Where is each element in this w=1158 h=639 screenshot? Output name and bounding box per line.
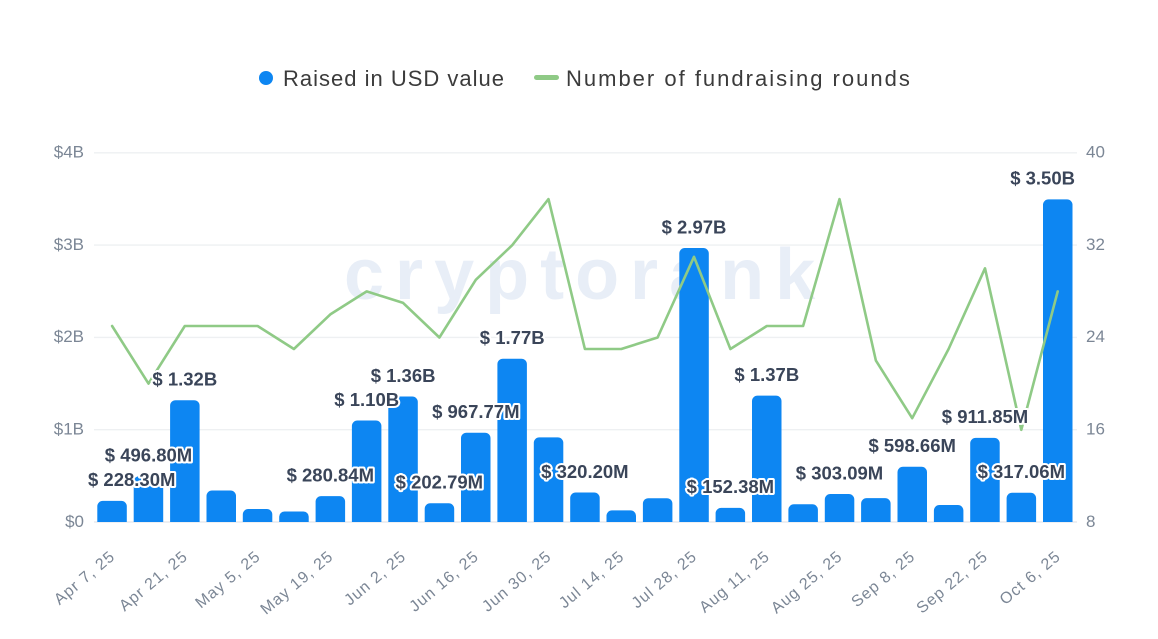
svg-text:Jul 28, 25: Jul 28, 25: [629, 548, 701, 612]
svg-text:24: 24: [1086, 327, 1105, 346]
svg-text:Apr 7, 25: Apr 7, 25: [51, 548, 119, 609]
svg-text:May 5, 25: May 5, 25: [193, 548, 265, 612]
svg-text:32: 32: [1086, 235, 1105, 254]
svg-text:$1B: $1B: [54, 420, 84, 439]
svg-text:$ 1.37B: $ 1.37B: [734, 364, 799, 385]
svg-text:Aug 25, 25: Aug 25, 25: [768, 548, 846, 617]
svg-text:40: 40: [1086, 143, 1105, 162]
svg-text:$ 496.80M: $ 496.80M: [105, 445, 192, 466]
svg-text:$3B: $3B: [54, 235, 84, 254]
svg-text:$ 303.09M: $ 303.09M: [796, 462, 883, 483]
svg-text:$ 2.97B: $ 2.97B: [662, 216, 727, 237]
svg-text:$ 152.38M: $ 152.38M: [687, 476, 774, 497]
svg-text:Jun 16, 25: Jun 16, 25: [407, 548, 483, 615]
svg-text:$ 280.84M: $ 280.84M: [287, 464, 374, 485]
svg-text:$ 317.06M: $ 317.06M: [978, 461, 1065, 482]
svg-text:8: 8: [1086, 512, 1095, 531]
svg-text:16: 16: [1086, 420, 1105, 439]
svg-text:Aug 11, 25: Aug 11, 25: [696, 548, 773, 616]
svg-text:$4B: $4B: [54, 143, 84, 162]
svg-text:Apr 21, 25: Apr 21, 25: [116, 548, 191, 615]
svg-text:$0: $0: [65, 512, 84, 531]
svg-text:$ 911.85M: $ 911.85M: [942, 406, 1028, 427]
svg-text:Oct 6, 25: Oct 6, 25: [997, 548, 1065, 609]
svg-text:Jun 30, 25: Jun 30, 25: [479, 548, 555, 615]
svg-text:$ 320.20M: $ 320.20M: [541, 461, 628, 482]
svg-text:$2B: $2B: [54, 327, 84, 346]
svg-text:$ 1.77B: $ 1.77B: [480, 327, 545, 348]
svg-text:$ 228.30M: $ 228.30M: [88, 469, 175, 490]
svg-text:Jul 14, 25: Jul 14, 25: [556, 548, 628, 612]
svg-text:Sep 22, 25: Sep 22, 25: [914, 548, 992, 617]
svg-text:$ 967.77M: $ 967.77M: [432, 401, 519, 422]
svg-text:$ 1.32B: $ 1.32B: [152, 369, 217, 390]
svg-text:$ 598.66M: $ 598.66M: [868, 435, 955, 456]
svg-text:Sep 8, 25: Sep 8, 25: [848, 548, 918, 611]
svg-text:$ 1.10B: $ 1.10B: [334, 389, 399, 410]
svg-text:$ 1.36B: $ 1.36B: [371, 365, 436, 386]
svg-text:$ 202.79M: $ 202.79M: [396, 472, 483, 493]
svg-text:cryptorank: cryptorank: [344, 235, 826, 315]
svg-text:May 19, 25: May 19, 25: [258, 548, 337, 618]
svg-text:$ 3.50B: $ 3.50B: [1010, 168, 1075, 189]
svg-text:Jun 2, 25: Jun 2, 25: [341, 548, 409, 609]
